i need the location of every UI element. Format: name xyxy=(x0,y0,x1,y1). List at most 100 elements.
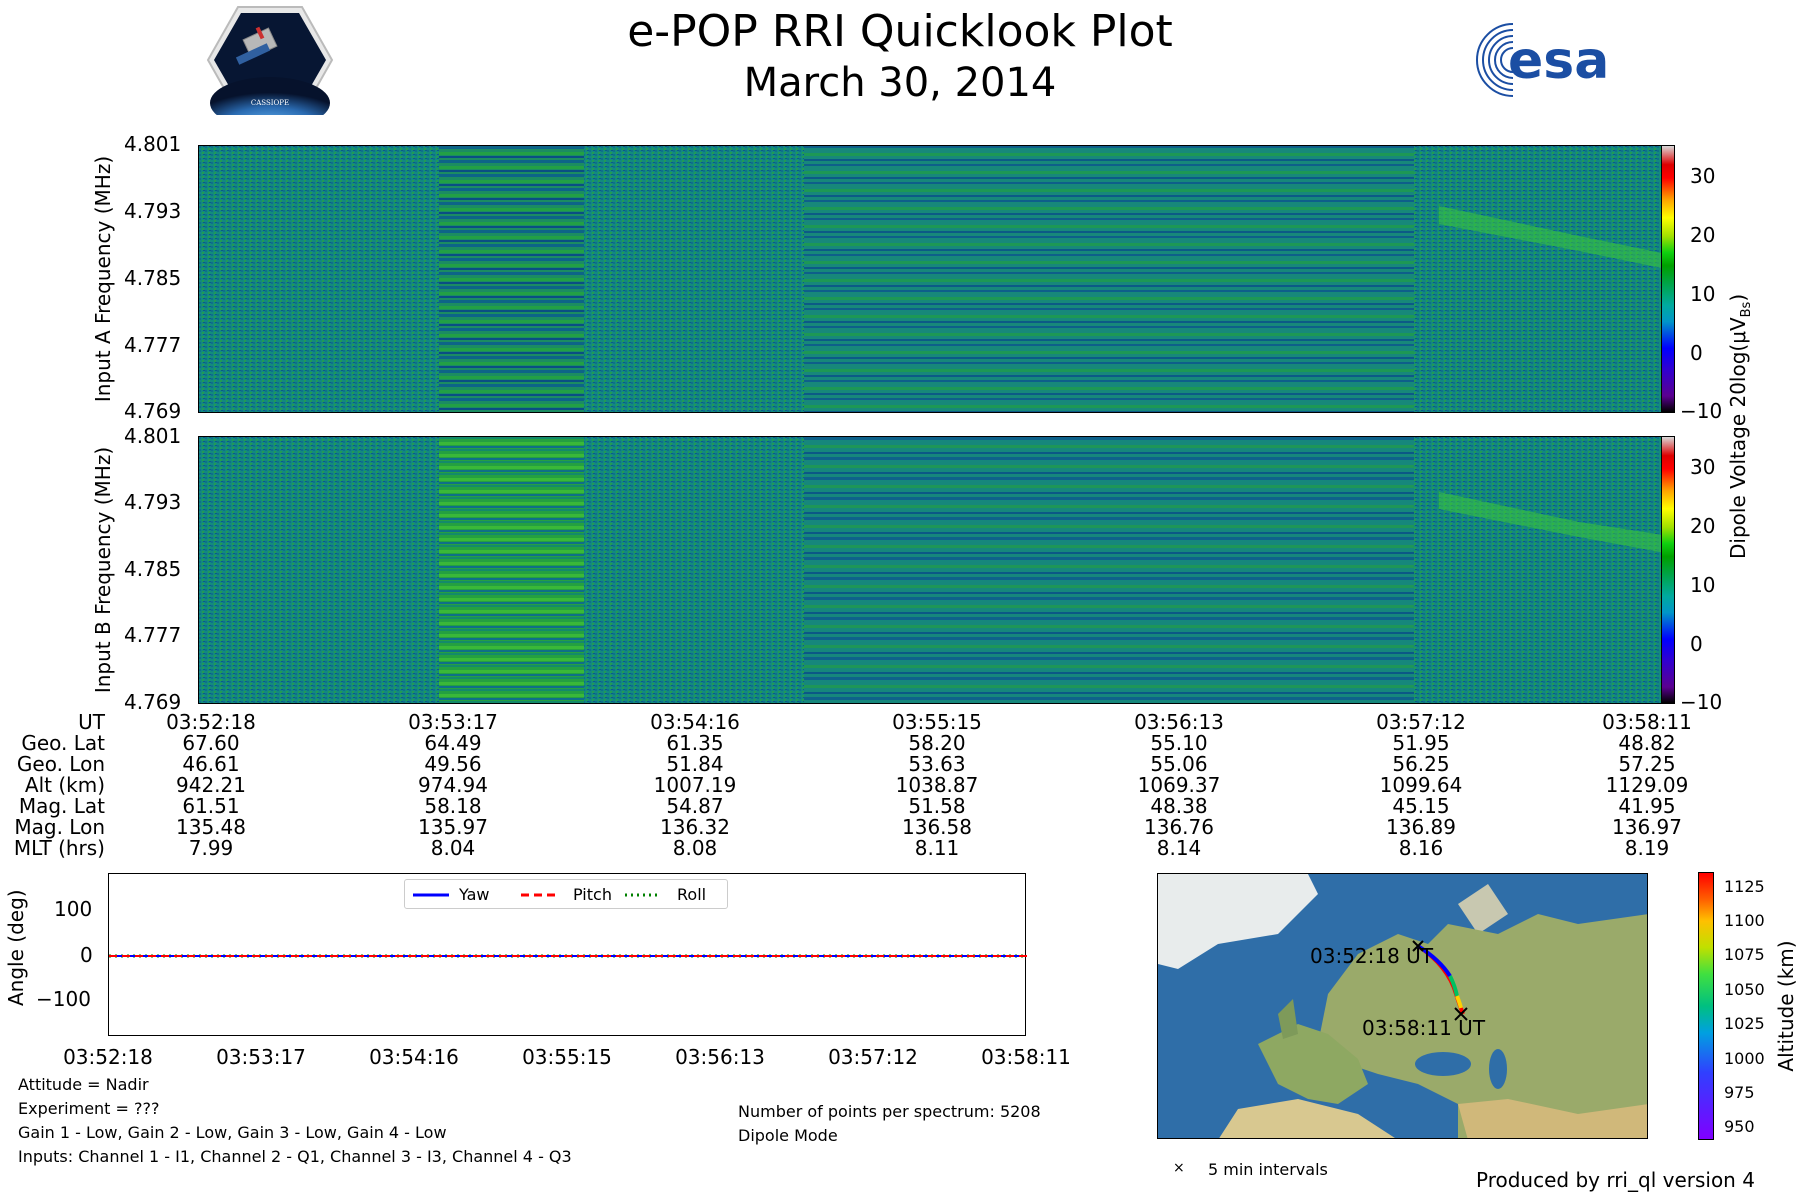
legend-yaw-label: Yaw xyxy=(459,885,490,904)
orbit-cell: 135.97 xyxy=(418,815,488,839)
spectrogram-a-image xyxy=(199,146,1674,412)
orbit-cell: 54.87 xyxy=(666,794,724,818)
altitude-tick: 1000 xyxy=(1724,1048,1765,1068)
orbit-cell: 1038.87 xyxy=(895,773,979,797)
orbit-cell: 57.25 xyxy=(1618,752,1676,776)
colorbar-b-tick: 10 xyxy=(1690,573,1716,597)
orbit-cell: 03:52:18 xyxy=(166,710,256,734)
colorbar-a-tick: 0 xyxy=(1690,341,1703,365)
orbit-cell: 03:54:16 xyxy=(650,710,740,734)
attitude-x-tick: 03:58:11 xyxy=(981,1045,1071,1069)
orbit-cell: 49.56 xyxy=(424,752,482,776)
orbit-cell: 7.99 xyxy=(188,836,234,860)
orbit-cell: 136.58 xyxy=(902,815,972,839)
orbit-cell: 51.58 xyxy=(908,794,966,818)
note-mode: Dipole Mode xyxy=(738,1126,838,1145)
altitude-colorbar xyxy=(1698,872,1714,1140)
legend-pitch-label: Pitch xyxy=(573,885,612,904)
y-tick-a: 4.769 xyxy=(124,399,182,423)
spectrogram-input-a xyxy=(198,145,1675,413)
y-tick-a: 4.785 xyxy=(124,266,182,290)
orbit-cell: 58.18 xyxy=(424,794,482,818)
altitude-tick: 1075 xyxy=(1724,945,1765,965)
attitude-legend: Yaw Pitch Roll xyxy=(404,879,728,909)
orbit-cell: 136.97 xyxy=(1612,815,1682,839)
spectrogram-b-ylabel: Input B Frequency (MHz) xyxy=(91,446,115,694)
orbit-cell: 942.21 xyxy=(176,773,246,797)
map-marker-legend: 5 min intervals xyxy=(1208,1160,1328,1179)
y-tick-b: 4.769 xyxy=(124,690,182,714)
orbit-cell: 53.63 xyxy=(908,752,966,776)
orbit-row-label: Mag. Lat xyxy=(18,794,105,818)
spectrogram-a-ylabel: Input A Frequency (MHz) xyxy=(91,155,115,403)
colorbar-b-tick: 30 xyxy=(1690,455,1716,479)
orbit-cell: 1129.09 xyxy=(1605,773,1689,797)
orbit-cell: 67.60 xyxy=(182,731,240,755)
colorbar-a-tick: 30 xyxy=(1690,164,1716,188)
map-end-label: 03:58:11 UT xyxy=(1362,1016,1486,1040)
orbit-cell: 8.04 xyxy=(430,836,476,860)
attitude-y-tick: 100 xyxy=(54,897,93,921)
orbit-map xyxy=(1157,873,1648,1139)
colorbar-a-tick: −10 xyxy=(1680,399,1723,423)
esa-logo: esa xyxy=(1476,22,1609,98)
colorbar-label: Dipole Voltage 20log(μVBs) xyxy=(1726,293,1754,559)
orbit-cell: 136.89 xyxy=(1386,815,1456,839)
y-tick-a: 4.777 xyxy=(124,333,182,357)
attitude-x-tick: 03:55:15 xyxy=(522,1045,612,1069)
altitude-tick: 975 xyxy=(1724,1082,1755,1102)
y-tick-b: 4.785 xyxy=(124,557,182,581)
page-subtitle: March 30, 2014 xyxy=(743,60,1057,106)
orbit-cell: 8.11 xyxy=(914,836,960,860)
orbit-cell: 974.94 xyxy=(418,773,488,797)
orbit-cell: 136.76 xyxy=(1144,815,1214,839)
attitude-lines xyxy=(109,954,1027,958)
orbit-cell: 41.95 xyxy=(1618,794,1676,818)
map-marker-legend-icon: × xyxy=(1173,1160,1185,1176)
orbit-row-label: Mag. Lon xyxy=(14,815,105,839)
note-inputs: Inputs: Channel 1 - I1, Channel 2 - Q1, … xyxy=(18,1147,572,1166)
attitude-x-tick: 03:54:16 xyxy=(369,1045,459,1069)
orbit-cell: 48.38 xyxy=(1150,794,1208,818)
altitude-label: Altitude (km) xyxy=(1774,940,1798,1072)
spectrogram-b-image xyxy=(199,437,1674,703)
orbit-cell: 8.19 xyxy=(1624,836,1670,860)
orbit-row-label: MLT (hrs) xyxy=(13,836,105,860)
note-experiment: Experiment = ??? xyxy=(18,1099,160,1118)
orbit-cell: 46.61 xyxy=(182,752,240,776)
orbit-cell: 61.51 xyxy=(182,794,240,818)
y-tick-a: 4.801 xyxy=(124,132,182,156)
note-gains: Gain 1 - Low, Gain 2 - Low, Gain 3 - Low… xyxy=(18,1123,447,1142)
note-attitude: Attitude = Nadir xyxy=(18,1075,149,1094)
altitude-tick: 1025 xyxy=(1724,1014,1765,1034)
orbit-cell: 135.48 xyxy=(176,815,246,839)
page-title: e-POP RRI Quicklook Plot xyxy=(627,6,1173,57)
colorbar-b-tick: 0 xyxy=(1690,632,1703,656)
orbit-cell: 03:56:13 xyxy=(1134,710,1224,734)
orbit-cell: 61.35 xyxy=(666,731,724,755)
orbit-row-label: UT xyxy=(78,710,105,734)
legend-yaw-line xyxy=(413,893,449,897)
altitude-tick: 950 xyxy=(1724,1117,1755,1137)
orbit-cell: 03:57:12 xyxy=(1376,710,1466,734)
orbit-cell: 58.20 xyxy=(908,731,966,755)
orbit-cell: 45.15 xyxy=(1392,794,1450,818)
orbit-cell: 03:58:11 xyxy=(1602,710,1692,734)
orbit-cell: 136.32 xyxy=(660,815,730,839)
colorbar-b-tick: −10 xyxy=(1680,690,1723,714)
orbit-cell: 1069.37 xyxy=(1137,773,1221,797)
orbit-cell: 48.82 xyxy=(1618,731,1676,755)
map-start-label: 03:52:18 UT xyxy=(1310,944,1434,968)
orbit-cell: 03:55:15 xyxy=(892,710,982,734)
colorbar-b-tick: 20 xyxy=(1690,514,1716,538)
orbit-cell: 51.95 xyxy=(1392,731,1450,755)
orbit-cell: 03:53:17 xyxy=(408,710,498,734)
orbit-cell: 1007.19 xyxy=(653,773,737,797)
orbit-cell: 8.08 xyxy=(672,836,718,860)
altitude-tick: 1050 xyxy=(1724,979,1765,999)
cassiope-logo: CASSIOPE xyxy=(206,6,334,115)
spectrogram-input-b xyxy=(198,436,1675,704)
orbit-cell: 51.84 xyxy=(666,752,724,776)
orbit-cell: 56.25 xyxy=(1392,752,1450,776)
orbit-cell: 64.49 xyxy=(424,731,482,755)
